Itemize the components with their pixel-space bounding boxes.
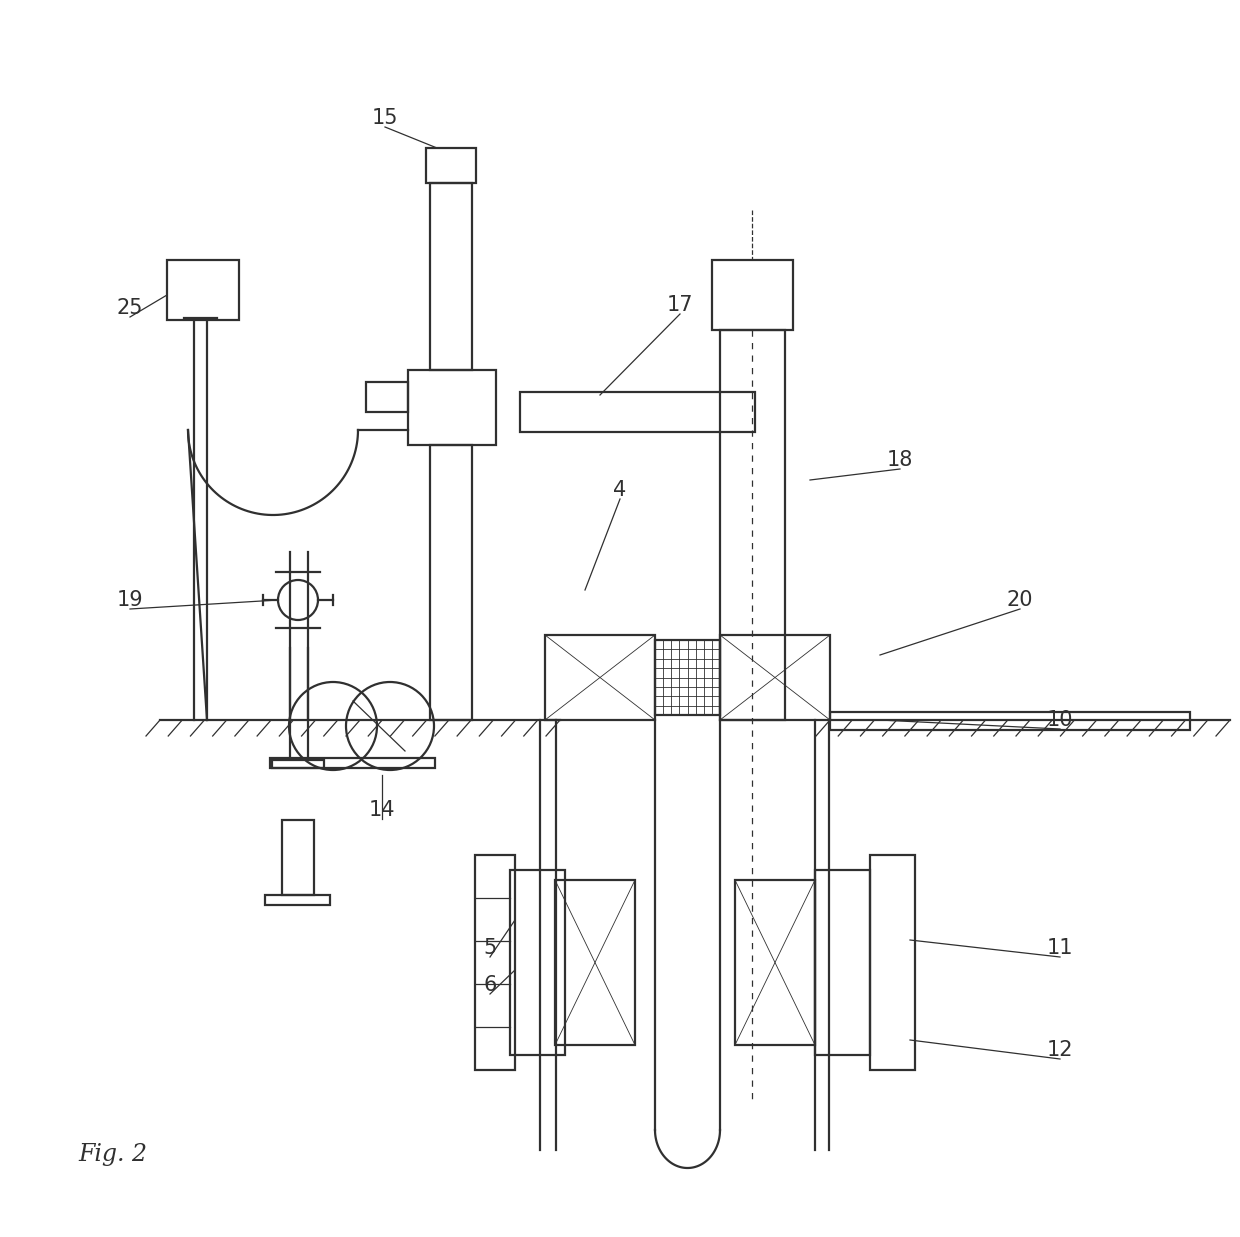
- Bar: [167, 260, 239, 320]
- Text: 12: 12: [1047, 1040, 1074, 1060]
- Text: 11: 11: [1047, 938, 1074, 957]
- Bar: [720, 635, 830, 720]
- Bar: [430, 183, 472, 370]
- Text: Fig. 2: Fig. 2: [78, 1143, 148, 1166]
- Bar: [272, 760, 324, 768]
- Bar: [430, 445, 472, 720]
- Text: 6: 6: [484, 975, 497, 995]
- Bar: [546, 635, 655, 720]
- Bar: [720, 330, 785, 720]
- Text: 17: 17: [667, 294, 693, 315]
- Bar: [815, 870, 870, 1055]
- Bar: [520, 392, 755, 432]
- Bar: [408, 370, 496, 445]
- Text: 10: 10: [1047, 710, 1074, 730]
- Text: 20: 20: [1007, 590, 1033, 610]
- Bar: [475, 855, 515, 1070]
- Bar: [427, 148, 476, 183]
- Bar: [556, 880, 635, 1045]
- Bar: [281, 820, 314, 896]
- Text: 14: 14: [368, 800, 396, 820]
- Bar: [366, 382, 408, 412]
- Bar: [270, 758, 435, 768]
- Bar: [655, 640, 720, 715]
- Bar: [870, 855, 915, 1070]
- Bar: [510, 870, 565, 1055]
- Bar: [830, 713, 1190, 730]
- Text: 18: 18: [887, 450, 913, 470]
- Text: 4: 4: [614, 480, 626, 500]
- Bar: [265, 896, 330, 905]
- Text: 25: 25: [117, 298, 144, 318]
- Text: 5: 5: [484, 938, 497, 957]
- Text: 19: 19: [117, 590, 144, 610]
- Bar: [735, 880, 815, 1045]
- Bar: [712, 260, 794, 330]
- Text: 15: 15: [372, 108, 398, 127]
